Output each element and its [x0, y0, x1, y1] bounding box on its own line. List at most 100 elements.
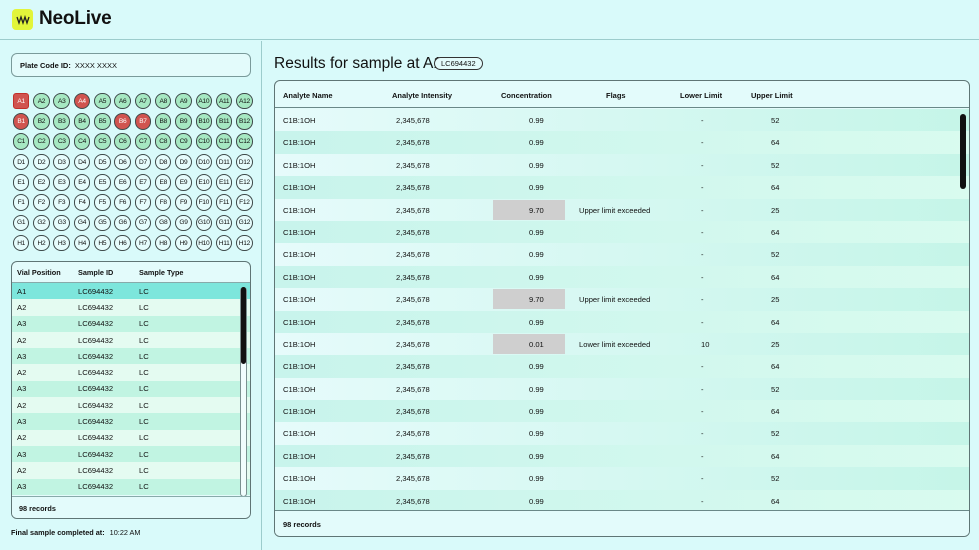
table-row[interactable]: C1B:1OH 2,345,678 0.01 Lower limit exceeded… [275, 332, 969, 356]
table-row[interactable]: C1B:1OH 2,345,678 0.99 - 52 [275, 377, 969, 401]
well-h6[interactable]: H6 [114, 234, 131, 252]
well-a10[interactable]: A10 [195, 92, 213, 110]
well-d6[interactable]: D6 [114, 153, 131, 171]
well-b4[interactable]: B4 [73, 113, 91, 130]
col-concentration[interactable]: Concentration [501, 91, 552, 100]
table-row[interactable]: C1B:1OH 2,345,678 0.99 - 52 [275, 109, 969, 132]
well-b8[interactable]: B8 [154, 113, 172, 130]
col-sample-id[interactable]: Sample ID [78, 268, 114, 277]
vial-scrollbar-thumb[interactable] [241, 287, 246, 364]
well-b5[interactable]: B5 [94, 113, 111, 130]
well-d10[interactable]: D10 [195, 153, 213, 171]
well-b2[interactable]: B2 [33, 113, 50, 130]
vial-row[interactable]: A1 LC694432 LC [12, 283, 250, 300]
well-g11[interactable]: G11 [215, 214, 233, 232]
well-b3[interactable]: B3 [53, 113, 70, 130]
table-row[interactable]: C1B:1OH 2,345,678 0.99 - 64 [275, 176, 969, 199]
well-f6[interactable]: F6 [114, 194, 131, 211]
well-h5[interactable]: H5 [94, 234, 111, 252]
well-e11[interactable]: E11 [215, 174, 233, 191]
vial-row[interactable]: A2 LC694432 LC [12, 331, 250, 349]
well-e10[interactable]: E10 [195, 174, 213, 191]
vial-row[interactable]: A2 LC694432 LC [12, 299, 250, 316]
well-h12[interactable]: H12 [236, 234, 253, 252]
well-c3[interactable]: C3 [53, 133, 70, 150]
well-e3[interactable]: E3 [53, 174, 70, 191]
well-h10[interactable]: H10 [195, 234, 213, 252]
well-c10[interactable]: C10 [195, 133, 213, 150]
col-analyte-intensity[interactable]: Analyte Intensity [392, 91, 453, 100]
well-d11[interactable]: D11 [215, 153, 233, 171]
vial-row[interactable]: A3 LC694432 LC [12, 445, 250, 463]
well-g2[interactable]: G2 [33, 214, 50, 232]
well-a7[interactable]: A7 [134, 92, 152, 110]
col-vial-position[interactable]: Vial Position [17, 268, 61, 277]
vial-row[interactable]: A2 LC694432 LC [12, 364, 250, 381]
vial-row[interactable]: A3 LC694432 LC [12, 380, 250, 398]
well-b7[interactable]: B7 [134, 113, 152, 130]
table-row[interactable]: C1B:1OH 2,345,678 9.70 Upper limit exceeded… [275, 198, 969, 221]
well-d7[interactable]: D7 [134, 153, 152, 171]
well-f10[interactable]: F10 [195, 194, 213, 211]
well-e5[interactable]: E5 [94, 174, 111, 191]
well-h8[interactable]: H8 [154, 234, 172, 252]
well-f8[interactable]: F8 [154, 194, 172, 211]
table-row[interactable]: C1B:1OH 2,345,678 0.99 - 64 [275, 489, 969, 512]
well-b9[interactable]: B9 [175, 113, 192, 130]
well-h9[interactable]: H9 [175, 234, 192, 252]
well-h2[interactable]: H2 [33, 234, 50, 252]
well-f1[interactable]: F1 [12, 194, 30, 211]
well-f5[interactable]: F5 [94, 194, 111, 211]
col-analyte-name[interactable]: Analyte Name [283, 91, 333, 100]
well-f2[interactable]: F2 [33, 194, 50, 211]
well-e1[interactable]: E1 [12, 174, 30, 191]
well-e6[interactable]: E6 [114, 174, 131, 191]
well-e9[interactable]: E9 [175, 174, 192, 191]
well-c4[interactable]: C4 [73, 133, 91, 150]
vial-row[interactable]: A2 LC694432 LC [12, 462, 250, 479]
vial-row[interactable]: A3 LC694432 LC [12, 348, 250, 365]
well-g5[interactable]: G5 [94, 214, 111, 232]
plate-code-field[interactable]: Plate Code ID: XXXX XXXX [11, 53, 251, 77]
well-g1[interactable]: G1 [12, 214, 30, 232]
well-c12[interactable]: C12 [236, 133, 253, 150]
table-row[interactable]: C1B:1OH 2,345,678 0.99 - 52 [275, 243, 969, 266]
well-g12[interactable]: G12 [236, 214, 253, 232]
table-row[interactable]: C1B:1OH 2,345,678 0.99 - 64 [275, 265, 969, 289]
col-upper-limit[interactable]: Upper Limit [751, 91, 793, 100]
well-c8[interactable]: C8 [154, 133, 172, 150]
vial-row[interactable]: A3 LC694432 LC [12, 315, 250, 332]
table-row[interactable]: C1B:1OH 2,345,678 0.99 - 52 [275, 422, 969, 445]
vial-row[interactable]: A3 LC694432 LC [12, 478, 250, 495]
well-d12[interactable]: D12 [236, 153, 253, 171]
well-h7[interactable]: H7 [134, 234, 152, 252]
table-row[interactable]: C1B:1OH 2,345,678 0.99 - 52 [275, 153, 969, 177]
well-d2[interactable]: D2 [33, 153, 50, 171]
well-f3[interactable]: F3 [53, 194, 70, 211]
well-c6[interactable]: C6 [114, 133, 131, 150]
well-b12[interactable]: B12 [236, 113, 253, 130]
well-g8[interactable]: G8 [154, 214, 172, 232]
vial-row[interactable]: A2 LC694432 LC [12, 397, 250, 414]
vial-row[interactable]: A2 LC694432 LC [12, 429, 250, 446]
table-row[interactable]: C1B:1OH 2,345,678 0.99 - 64 [275, 400, 969, 423]
well-d9[interactable]: D9 [175, 153, 192, 171]
well-c2[interactable]: C2 [33, 133, 50, 150]
well-e8[interactable]: E8 [154, 174, 172, 191]
table-row[interactable]: C1B:1OH 2,345,678 9.70 Upper limit exceeded… [275, 288, 969, 311]
well-c7[interactable]: C7 [134, 133, 152, 150]
well-f7[interactable]: F7 [134, 194, 152, 211]
well-f12[interactable]: F12 [236, 194, 253, 211]
well-h4[interactable]: H4 [73, 234, 91, 252]
well-g3[interactable]: G3 [53, 214, 70, 232]
well-e7[interactable]: E7 [134, 174, 152, 191]
well-f9[interactable]: F9 [175, 194, 192, 211]
well-g10[interactable]: G10 [195, 214, 213, 232]
well-h11[interactable]: H11 [215, 234, 233, 252]
well-c5[interactable]: C5 [94, 133, 111, 150]
table-row[interactable]: C1B:1OH 2,345,678 0.99 - 64 [275, 220, 969, 244]
col-flags[interactable]: Flags [606, 91, 626, 100]
well-b11[interactable]: B11 [215, 113, 233, 130]
table-row[interactable]: C1B:1OH 2,345,678 0.99 - 64 [275, 310, 969, 333]
well-a2[interactable]: A2 [33, 92, 50, 110]
